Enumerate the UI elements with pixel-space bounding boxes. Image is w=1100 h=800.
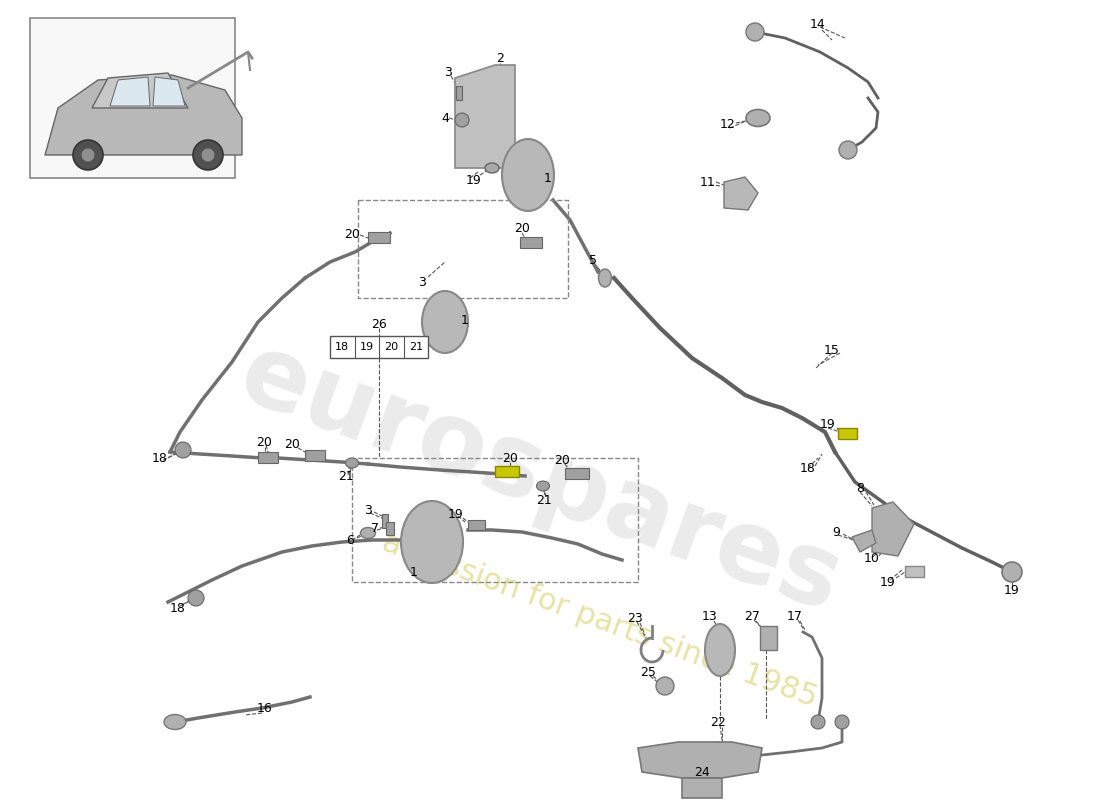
Text: 17: 17 xyxy=(788,610,803,622)
Bar xyxy=(305,450,324,461)
Ellipse shape xyxy=(705,624,735,676)
Text: 19: 19 xyxy=(360,342,374,352)
Text: 7: 7 xyxy=(371,522,380,534)
Text: 26: 26 xyxy=(371,318,387,330)
Text: 25: 25 xyxy=(640,666,656,678)
Circle shape xyxy=(839,141,857,159)
Text: 20: 20 xyxy=(554,454,570,466)
Polygon shape xyxy=(110,77,150,106)
Text: 19: 19 xyxy=(880,575,895,589)
Polygon shape xyxy=(153,77,185,106)
Text: 20: 20 xyxy=(256,435,272,449)
Circle shape xyxy=(811,715,825,729)
Circle shape xyxy=(455,113,469,127)
Text: 6: 6 xyxy=(346,534,354,546)
Text: 3: 3 xyxy=(418,275,426,289)
Text: 19: 19 xyxy=(821,418,836,431)
Circle shape xyxy=(1002,562,1022,582)
Text: 20: 20 xyxy=(284,438,300,450)
Polygon shape xyxy=(455,65,515,168)
Text: 18: 18 xyxy=(152,451,168,465)
Polygon shape xyxy=(724,177,758,210)
Text: 11: 11 xyxy=(700,175,716,189)
Ellipse shape xyxy=(361,527,375,538)
Bar xyxy=(382,514,388,528)
Bar xyxy=(456,86,462,100)
Text: 20: 20 xyxy=(344,229,360,242)
Text: 19: 19 xyxy=(448,507,464,521)
Ellipse shape xyxy=(402,501,463,583)
Ellipse shape xyxy=(746,110,770,126)
Text: 1: 1 xyxy=(544,171,552,185)
Circle shape xyxy=(656,677,674,695)
Circle shape xyxy=(81,148,95,162)
Polygon shape xyxy=(852,530,876,552)
Text: 18: 18 xyxy=(336,342,350,352)
Text: 4: 4 xyxy=(441,111,449,125)
Text: 16: 16 xyxy=(257,702,273,714)
Text: eurospares: eurospares xyxy=(227,326,854,634)
Text: 22: 22 xyxy=(711,715,726,729)
Text: 18: 18 xyxy=(800,462,816,474)
Bar xyxy=(368,232,390,243)
Ellipse shape xyxy=(164,714,186,730)
Ellipse shape xyxy=(537,481,550,491)
Text: 20: 20 xyxy=(502,451,518,465)
Text: 21: 21 xyxy=(409,342,422,352)
Text: 1: 1 xyxy=(410,566,418,578)
Text: 20: 20 xyxy=(514,222,530,234)
Ellipse shape xyxy=(485,163,499,173)
Text: a passion for parts since 1985: a passion for parts since 1985 xyxy=(378,527,822,713)
Circle shape xyxy=(175,442,191,458)
Polygon shape xyxy=(872,502,914,556)
Circle shape xyxy=(201,148,214,162)
Text: 13: 13 xyxy=(702,610,718,622)
Text: 27: 27 xyxy=(744,610,760,622)
Bar xyxy=(905,566,924,577)
Bar xyxy=(565,468,588,479)
Circle shape xyxy=(73,140,103,170)
Polygon shape xyxy=(92,73,188,108)
Ellipse shape xyxy=(345,458,359,468)
Ellipse shape xyxy=(502,139,554,211)
Bar xyxy=(495,466,519,477)
Text: 23: 23 xyxy=(627,611,642,625)
Text: 3: 3 xyxy=(444,66,452,78)
Text: 19: 19 xyxy=(466,174,482,186)
Polygon shape xyxy=(638,742,762,778)
Circle shape xyxy=(192,140,223,170)
Polygon shape xyxy=(682,778,722,798)
Circle shape xyxy=(835,715,849,729)
Text: 21: 21 xyxy=(338,470,354,483)
Polygon shape xyxy=(45,75,242,155)
Text: 14: 14 xyxy=(810,18,826,31)
Text: 24: 24 xyxy=(694,766,710,778)
Bar xyxy=(520,237,542,248)
Text: 5: 5 xyxy=(588,254,597,266)
Bar xyxy=(386,522,394,535)
Bar xyxy=(330,336,428,358)
Text: 2: 2 xyxy=(496,51,504,65)
Text: 19: 19 xyxy=(1004,583,1020,597)
Bar xyxy=(258,452,278,463)
Text: 9: 9 xyxy=(832,526,840,538)
Text: 12: 12 xyxy=(720,118,736,131)
Ellipse shape xyxy=(422,291,468,353)
Text: 18: 18 xyxy=(170,602,186,614)
Text: 1: 1 xyxy=(461,314,469,326)
Text: 10: 10 xyxy=(865,551,880,565)
Text: 21: 21 xyxy=(536,494,552,506)
Text: 3: 3 xyxy=(364,503,372,517)
Text: 20: 20 xyxy=(384,342,398,352)
Bar xyxy=(838,428,857,439)
Bar xyxy=(468,520,485,530)
Text: 15: 15 xyxy=(824,343,840,357)
Circle shape xyxy=(746,23,764,41)
Bar xyxy=(760,626,777,650)
Text: 8: 8 xyxy=(856,482,864,494)
Circle shape xyxy=(188,590,204,606)
Bar xyxy=(30,18,235,178)
Ellipse shape xyxy=(598,269,612,287)
